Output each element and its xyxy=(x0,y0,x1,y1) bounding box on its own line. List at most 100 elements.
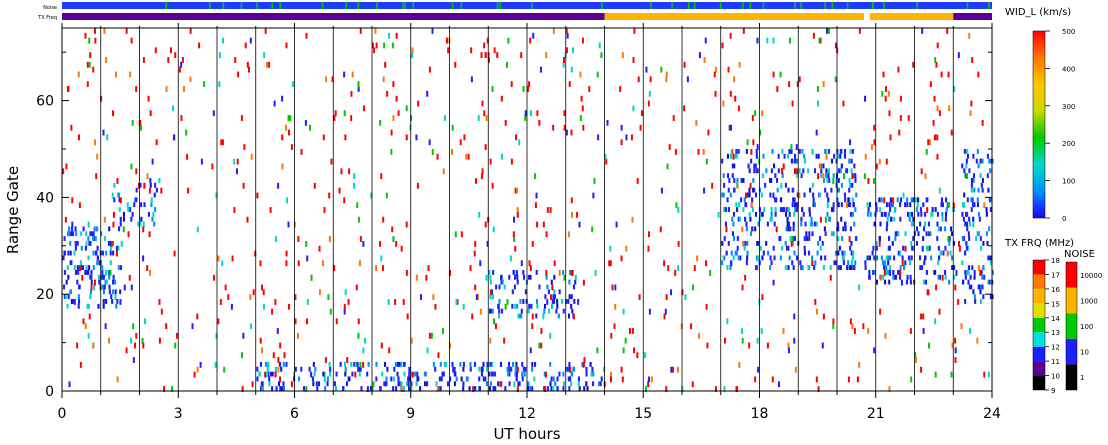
echo-cell xyxy=(125,28,128,34)
echo-cell xyxy=(817,153,820,159)
echo-cell xyxy=(486,361,489,367)
echo-cell xyxy=(531,323,534,330)
echo-cell xyxy=(937,245,940,251)
noise-bar-mark xyxy=(376,2,378,9)
echo-cell xyxy=(880,274,883,281)
echo-cell xyxy=(103,28,106,34)
echo-cell xyxy=(888,279,891,285)
noise-bar-mark xyxy=(165,2,168,9)
echo-cell xyxy=(233,158,236,165)
echo-cell xyxy=(909,260,912,266)
echo-cell xyxy=(911,245,914,251)
echo-cell xyxy=(282,381,285,387)
echo-cell xyxy=(917,197,920,203)
echo-cell xyxy=(187,187,190,194)
echo-cell xyxy=(818,37,821,44)
echo-cell xyxy=(324,386,327,391)
echo-cell xyxy=(757,221,760,227)
echo-cell xyxy=(822,265,825,270)
txfreq-segment xyxy=(953,13,992,20)
echo-cell xyxy=(723,207,726,212)
echo-cell xyxy=(745,260,748,266)
echo-cell xyxy=(749,182,752,189)
echo-cell xyxy=(928,231,931,237)
echo-cell xyxy=(803,236,806,241)
echo-cell xyxy=(385,192,388,199)
echo-cell xyxy=(817,240,820,246)
echo-cell xyxy=(756,37,759,44)
echo-cell xyxy=(405,134,408,141)
echo-cell xyxy=(729,153,732,159)
echo-cell xyxy=(500,153,503,160)
echo-cell xyxy=(769,178,772,183)
echo-cell xyxy=(489,337,492,344)
echo-cell xyxy=(74,226,77,232)
echo-cell xyxy=(953,86,956,92)
echo-cell xyxy=(508,381,511,387)
echo-cell xyxy=(644,352,647,359)
echo-cell xyxy=(664,308,667,315)
echo-cell xyxy=(274,371,277,378)
noise-bar-mark xyxy=(357,2,360,9)
echo-cell xyxy=(142,221,145,228)
echo-cell xyxy=(890,216,893,222)
echo-cell xyxy=(972,202,975,208)
echo-cell xyxy=(535,192,538,199)
echo-cell xyxy=(878,207,882,212)
echo-cell xyxy=(920,366,923,373)
echo-cell xyxy=(108,289,111,295)
echo-cell xyxy=(119,221,122,227)
echo-cell xyxy=(991,294,994,300)
echo-cell xyxy=(790,149,793,154)
echo-cell xyxy=(357,332,360,339)
echo-cell xyxy=(308,366,311,372)
echo-cell xyxy=(261,386,264,391)
echo-cell xyxy=(738,202,741,208)
echo-cell xyxy=(565,299,568,304)
echo-cell xyxy=(847,197,850,203)
txfreq-cell xyxy=(1033,303,1045,318)
echo-cell xyxy=(945,197,948,203)
echo-cell xyxy=(570,197,573,204)
echo-cell xyxy=(478,366,481,372)
echo-cell xyxy=(847,376,850,383)
echo-cell xyxy=(730,149,733,155)
echo-cell xyxy=(892,270,895,275)
noise-bar-base xyxy=(62,2,992,9)
echo-cell xyxy=(979,299,983,304)
noise-bar-mark xyxy=(824,2,826,9)
echo-cell xyxy=(172,134,175,141)
noise-bar-mark xyxy=(719,2,722,9)
echo-cell xyxy=(933,134,936,141)
echo-cell xyxy=(200,158,203,165)
echo-cell xyxy=(762,153,765,159)
echo-cell xyxy=(323,371,326,377)
echo-cell xyxy=(737,105,740,112)
echo-cell xyxy=(810,216,813,222)
echo-cell xyxy=(76,279,79,285)
echo-cell xyxy=(516,303,519,309)
echo-cell xyxy=(799,260,802,266)
echo-cell xyxy=(927,221,931,227)
echo-cell xyxy=(256,376,259,382)
noise-tick-label: 1000 xyxy=(1080,297,1098,305)
echo-cell xyxy=(973,187,976,193)
echo-cell xyxy=(152,211,155,217)
echo-cell xyxy=(343,303,346,310)
echo-cell xyxy=(893,274,896,280)
echo-cell xyxy=(808,207,811,212)
echo-cell xyxy=(960,323,963,330)
echo-cell xyxy=(96,260,99,266)
echo-cell xyxy=(497,381,500,387)
echo-cell xyxy=(578,386,581,391)
echo-cell xyxy=(243,144,246,150)
echo-cell xyxy=(281,386,284,391)
echo-cell xyxy=(849,139,852,146)
echo-cell xyxy=(929,231,932,237)
echo-cell xyxy=(875,207,878,212)
echo-cell xyxy=(791,202,794,208)
echo-cell xyxy=(160,308,163,315)
echo-cell xyxy=(902,192,905,199)
echo-cell xyxy=(820,255,823,261)
